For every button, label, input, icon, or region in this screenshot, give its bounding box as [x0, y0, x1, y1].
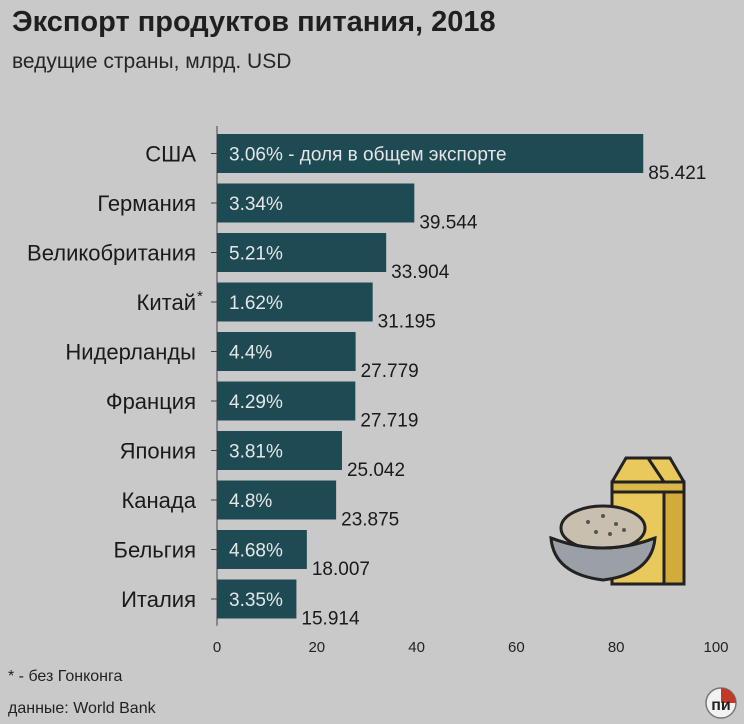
share-label: 3.34%: [229, 194, 283, 215]
chart-subtitle: ведущие страны, млрд. USD: [12, 50, 292, 73]
share-label: 3.06% - доля в общем экспорте: [229, 145, 507, 166]
bar: [217, 530, 307, 569]
bar: [217, 332, 356, 371]
x-tick-label: 80: [608, 639, 625, 656]
category-label: Япония: [120, 439, 196, 464]
category-label: Франция: [106, 389, 196, 414]
value-label: 27.779: [361, 361, 419, 382]
bar: [217, 233, 387, 272]
value-label: 33.904: [391, 262, 450, 283]
footnote: * - без Гонконга: [8, 668, 123, 685]
share-label: 4.29%: [229, 392, 283, 413]
bar: [217, 282, 373, 322]
x-tick-label: 100: [703, 639, 728, 656]
value-label: 39.544: [419, 213, 478, 234]
x-tick-label: 60: [508, 639, 525, 656]
bar: [217, 480, 337, 520]
x-tick-label: 0: [213, 639, 221, 656]
value-label: 31.195: [378, 312, 436, 333]
bar: [217, 134, 644, 173]
value-label: 27.719: [360, 411, 418, 432]
category-label: Бельгия: [114, 538, 196, 563]
value-label: 15.914: [301, 609, 360, 630]
logo-text: пи: [711, 697, 731, 714]
chart-title: Экспорт продуктов питания, 2018: [12, 6, 496, 38]
share-label: 3.35%: [229, 590, 283, 611]
share-label: 4.68%: [229, 541, 283, 562]
share-label: 5.21%: [229, 244, 283, 265]
share-label: 1.62%: [229, 293, 283, 314]
bar: [217, 183, 415, 223]
x-tick-label: 40: [408, 639, 425, 656]
category-label: Великобритания: [27, 241, 196, 266]
category-label: Китай: [137, 290, 196, 315]
bar: [217, 431, 342, 470]
category-label: Нидерланды: [65, 340, 196, 365]
food-illustration: [549, 456, 686, 586]
footnote-marker: *: [197, 288, 203, 305]
share-label: 3.81%: [229, 442, 283, 463]
brand-logo: пи: [705, 687, 737, 719]
value-label: 25.042: [347, 460, 405, 481]
share-label: 4.4%: [229, 343, 272, 364]
category-label: США: [145, 142, 196, 167]
category-label: Италия: [121, 587, 196, 612]
value-label: 23.875: [341, 510, 399, 531]
category-label: Германия: [97, 191, 196, 216]
value-label: 85.421: [648, 163, 706, 184]
bar: [217, 381, 356, 421]
share-label: 4.8%: [229, 491, 272, 512]
food-bowl-icon: [549, 504, 657, 582]
source-note: данные: World Bank: [8, 700, 156, 717]
value-label: 18.007: [312, 559, 370, 580]
category-label: Канада: [121, 488, 196, 513]
bar: [217, 579, 297, 619]
x-tick-label: 20: [308, 639, 325, 656]
